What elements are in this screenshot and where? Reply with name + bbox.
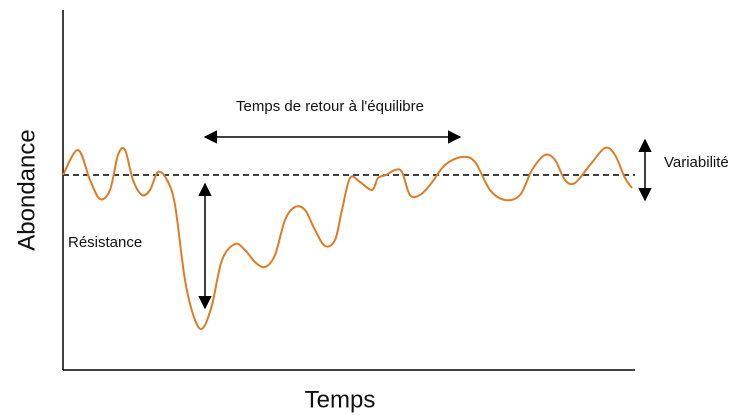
y-axis-label: Abondance xyxy=(13,129,40,250)
x-axis-label: Temps xyxy=(305,386,376,413)
return-time-label: Temps de retour à l'équilibre xyxy=(236,98,424,115)
abundance-curve xyxy=(62,146,633,330)
resistance-label: Résistance xyxy=(68,234,142,251)
variability-label: Variabilité xyxy=(664,154,729,171)
